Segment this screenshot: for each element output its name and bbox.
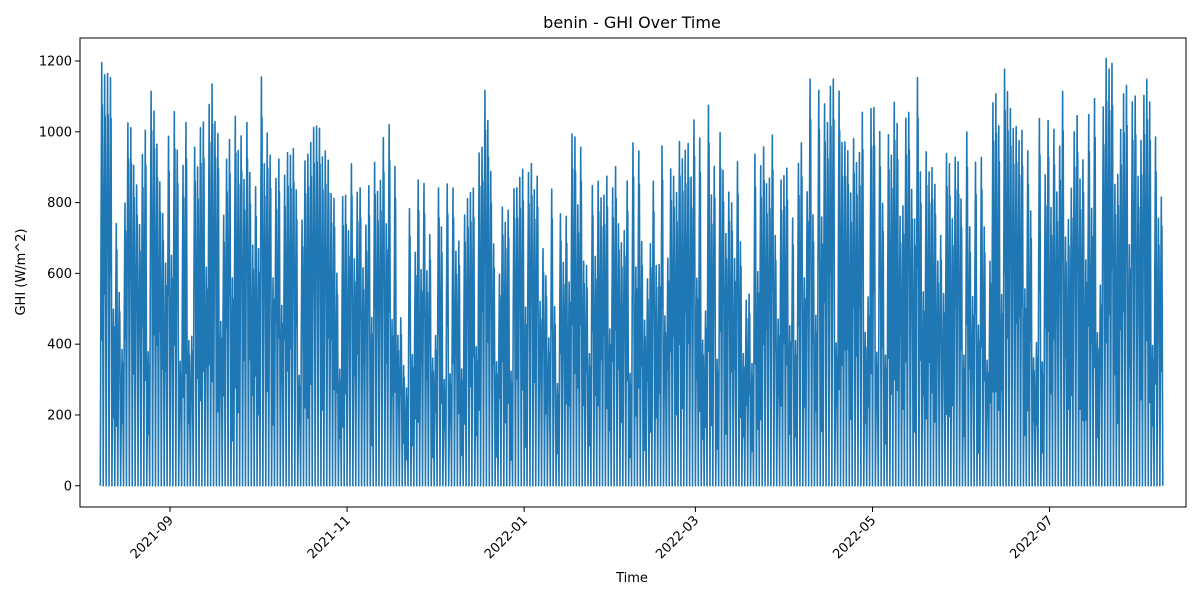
y-tick-label: 600 <box>47 267 72 282</box>
x-tick-label: 2022-05 <box>830 513 879 562</box>
x-tick-label: 2022-01 <box>482 513 531 562</box>
plot-frame <box>79 37 1187 508</box>
x-tick-label: 2022-03 <box>653 513 702 562</box>
y-tick-label: 400 <box>47 338 72 353</box>
y-tick-label: 1000 <box>39 125 72 140</box>
y-tick-label: 800 <box>47 196 72 211</box>
x-tick-label: 2021-09 <box>128 513 177 562</box>
y-tick-label: 1200 <box>39 55 72 70</box>
x-axis: 2021-09 2021-11 2022-01 2022-03 2022-05 2022-… <box>128 507 1056 562</box>
chart-title: benin - GHI Over Time <box>543 13 721 32</box>
x-tick-label: 2022-07 <box>1007 513 1056 562</box>
y-axis: 0 200 400 600 800 1000 1200 <box>39 55 80 494</box>
y-axis-label: GHI (W/m^2) <box>14 228 29 315</box>
x-axis-label: Time <box>615 571 648 586</box>
y-tick-label: 200 <box>47 408 72 423</box>
series-line-0 <box>99 57 1164 487</box>
y-tick-label: 0 <box>64 479 72 494</box>
plot-area <box>99 57 1164 487</box>
x-tick-label: 2021-11 <box>305 513 354 562</box>
